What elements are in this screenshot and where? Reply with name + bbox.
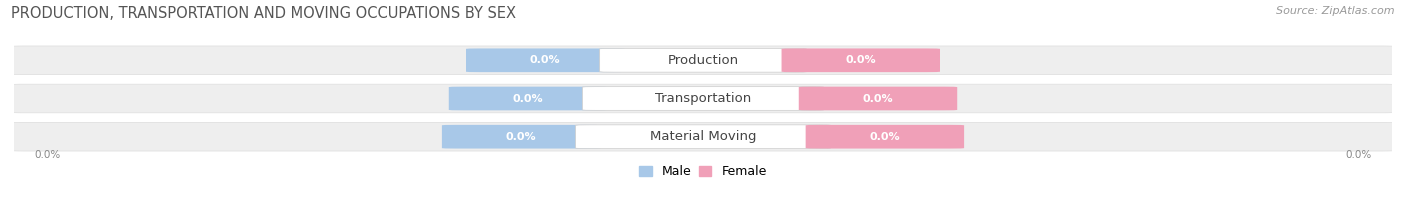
FancyBboxPatch shape <box>7 84 1399 113</box>
Text: Transportation: Transportation <box>655 92 751 105</box>
Text: 0.0%: 0.0% <box>863 94 893 103</box>
Text: 0.0%: 0.0% <box>845 55 876 65</box>
Legend: Male, Female: Male, Female <box>634 160 772 183</box>
FancyBboxPatch shape <box>465 48 624 72</box>
Text: 0.0%: 0.0% <box>869 132 900 142</box>
FancyBboxPatch shape <box>575 125 831 149</box>
Text: PRODUCTION, TRANSPORTATION AND MOVING OCCUPATIONS BY SEX: PRODUCTION, TRANSPORTATION AND MOVING OC… <box>11 6 516 21</box>
FancyBboxPatch shape <box>441 125 600 149</box>
FancyBboxPatch shape <box>7 122 1399 151</box>
Text: 0.0%: 0.0% <box>35 150 60 160</box>
FancyBboxPatch shape <box>782 48 941 72</box>
FancyBboxPatch shape <box>799 87 957 110</box>
Text: Material Moving: Material Moving <box>650 130 756 143</box>
Text: 0.0%: 0.0% <box>530 55 561 65</box>
FancyBboxPatch shape <box>7 46 1399 75</box>
Text: 0.0%: 0.0% <box>513 94 543 103</box>
FancyBboxPatch shape <box>599 48 806 72</box>
FancyBboxPatch shape <box>806 125 965 149</box>
Text: 0.0%: 0.0% <box>1346 150 1371 160</box>
Text: Production: Production <box>668 54 738 67</box>
FancyBboxPatch shape <box>582 87 824 110</box>
Text: 0.0%: 0.0% <box>506 132 537 142</box>
FancyBboxPatch shape <box>449 87 607 110</box>
Text: Source: ZipAtlas.com: Source: ZipAtlas.com <box>1277 6 1395 16</box>
